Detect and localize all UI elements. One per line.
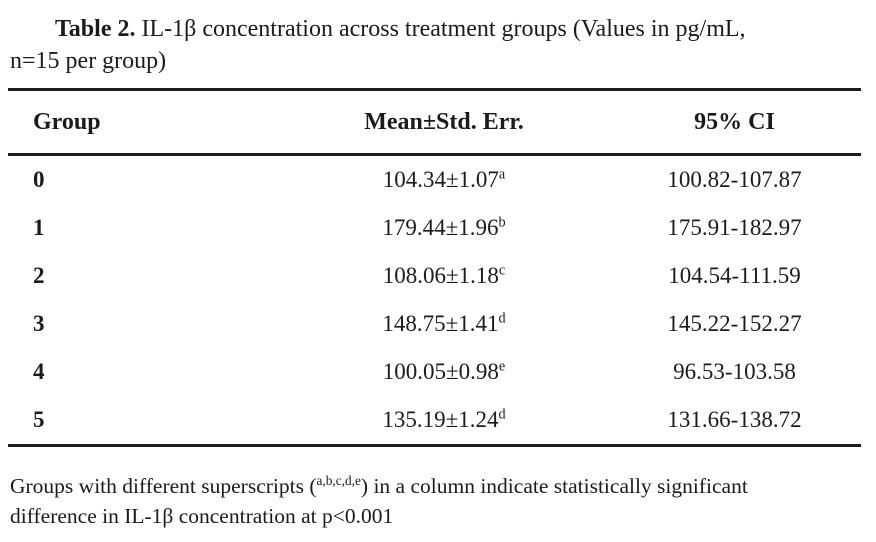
footnote-line1: Groups with different superscripts (a,b,…	[10, 471, 870, 501]
table-caption-label: Table 2.	[55, 16, 136, 42]
group-cell: 0	[33, 167, 45, 192]
mean-superscript: e	[498, 358, 506, 375]
mean-superscript: a	[498, 166, 506, 183]
column-header-mean: Mean±Std. Err.	[280, 89, 608, 156]
column-header-ci: 95% CI	[608, 89, 861, 156]
table-caption-line2: n=15 per group)	[10, 48, 167, 74]
footnote-text-mid: ) in a column indicate statistically sig…	[360, 474, 748, 498]
mean-cell: 100.05±0.98e	[382, 358, 506, 384]
mean-superscript: d	[498, 310, 506, 327]
table-row: 3 148.75±1.41d 145.22-152.27	[8, 300, 861, 348]
ci-cell: 104.54-111.59	[668, 263, 801, 288]
ci-cell: 145.22-152.27	[667, 311, 802, 336]
data-table: Group Mean±Std. Err. 95% CI 0 104.34±1.0…	[8, 88, 861, 447]
table-caption-line1: Table 2. IL-1β concentration across trea…	[10, 13, 870, 45]
group-cell: 1	[33, 215, 45, 240]
mean-cell: 108.06±1.18c	[382, 262, 506, 288]
table-caption: Table 2. IL-1β concentration across trea…	[0, 0, 876, 77]
footnote-superscripts: a,b,c,d,e	[316, 472, 361, 488]
table-row: 2 108.06±1.18c 104.54-111.59	[8, 252, 861, 300]
footnote-line2: difference in IL-1β concentration at p<0…	[10, 504, 394, 528]
table-footnote: Groups with different superscripts (a,b,…	[10, 471, 870, 531]
mean-superscript: b	[498, 214, 506, 231]
table-row: 1 179.44±1.96b 175.91-182.97	[8, 204, 861, 252]
ci-cell: 100.82-107.87	[667, 167, 802, 192]
ci-cell: 96.53-103.58	[673, 359, 796, 384]
ci-cell: 131.66-138.72	[667, 407, 802, 432]
mean-superscript: d	[498, 406, 506, 423]
mean-cell: 104.34±1.07a	[382, 166, 506, 192]
footnote-text-start: Groups with different superscripts (	[10, 474, 317, 498]
group-cell: 5	[33, 407, 45, 432]
ci-cell: 175.91-182.97	[667, 215, 802, 240]
mean-cell: 135.19±1.24d	[382, 406, 506, 432]
table-row: 0 104.34±1.07a 100.82-107.87	[8, 155, 861, 205]
table-body: 0 104.34±1.07a 100.82-107.87 1 179.44±1.…	[8, 155, 861, 446]
mean-cell: 179.44±1.96b	[382, 214, 506, 240]
table-caption-text: IL-1β concentration across treatment gro…	[135, 16, 746, 42]
column-header-group: Group	[8, 89, 280, 156]
header-row: Group Mean±Std. Err. 95% CI	[8, 89, 861, 156]
mean-superscript: c	[498, 262, 506, 279]
group-cell: 2	[33, 263, 45, 288]
mean-cell: 148.75±1.41d	[382, 310, 506, 336]
table-row: 4 100.05±0.98e 96.53-103.58	[8, 348, 861, 396]
group-cell: 3	[33, 311, 45, 336]
table-row: 5 135.19±1.24d 131.66-138.72	[8, 396, 861, 446]
group-cell: 4	[33, 359, 45, 384]
